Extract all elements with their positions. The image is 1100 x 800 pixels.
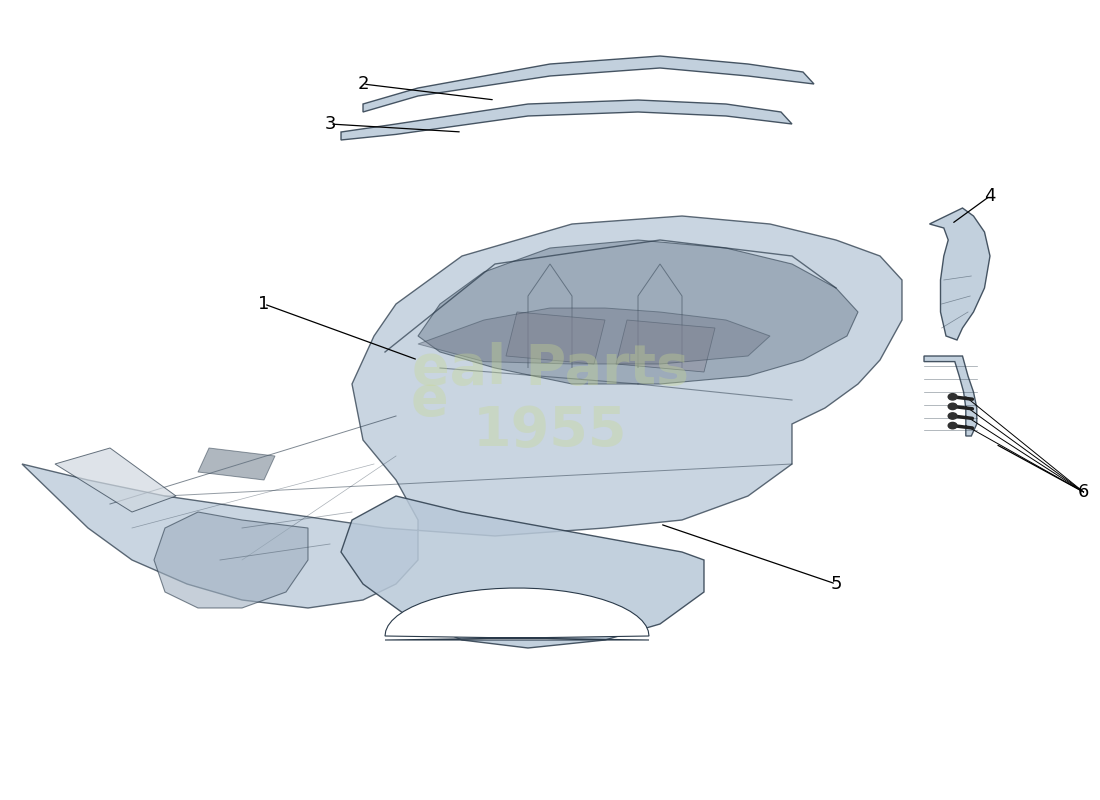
Text: e: e [410,373,448,427]
Polygon shape [154,512,308,608]
Polygon shape [385,588,649,640]
Polygon shape [198,448,275,480]
Text: 3: 3 [324,115,336,133]
Circle shape [948,403,957,410]
Polygon shape [418,308,770,364]
Polygon shape [341,496,704,648]
Circle shape [948,422,957,429]
Polygon shape [924,356,977,436]
Text: 6: 6 [1078,483,1089,501]
Text: 1: 1 [258,295,270,313]
Polygon shape [55,448,176,512]
Text: eal Parts
1955: eal Parts 1955 [411,342,689,458]
Text: 2: 2 [358,75,368,93]
Text: 4: 4 [984,187,996,205]
Circle shape [948,394,957,400]
Polygon shape [418,240,858,384]
Polygon shape [616,320,715,372]
Polygon shape [363,56,814,112]
Circle shape [948,413,957,419]
Polygon shape [22,216,902,608]
Polygon shape [930,208,990,340]
Polygon shape [506,312,605,364]
Text: 5: 5 [830,575,842,593]
Polygon shape [341,100,792,140]
